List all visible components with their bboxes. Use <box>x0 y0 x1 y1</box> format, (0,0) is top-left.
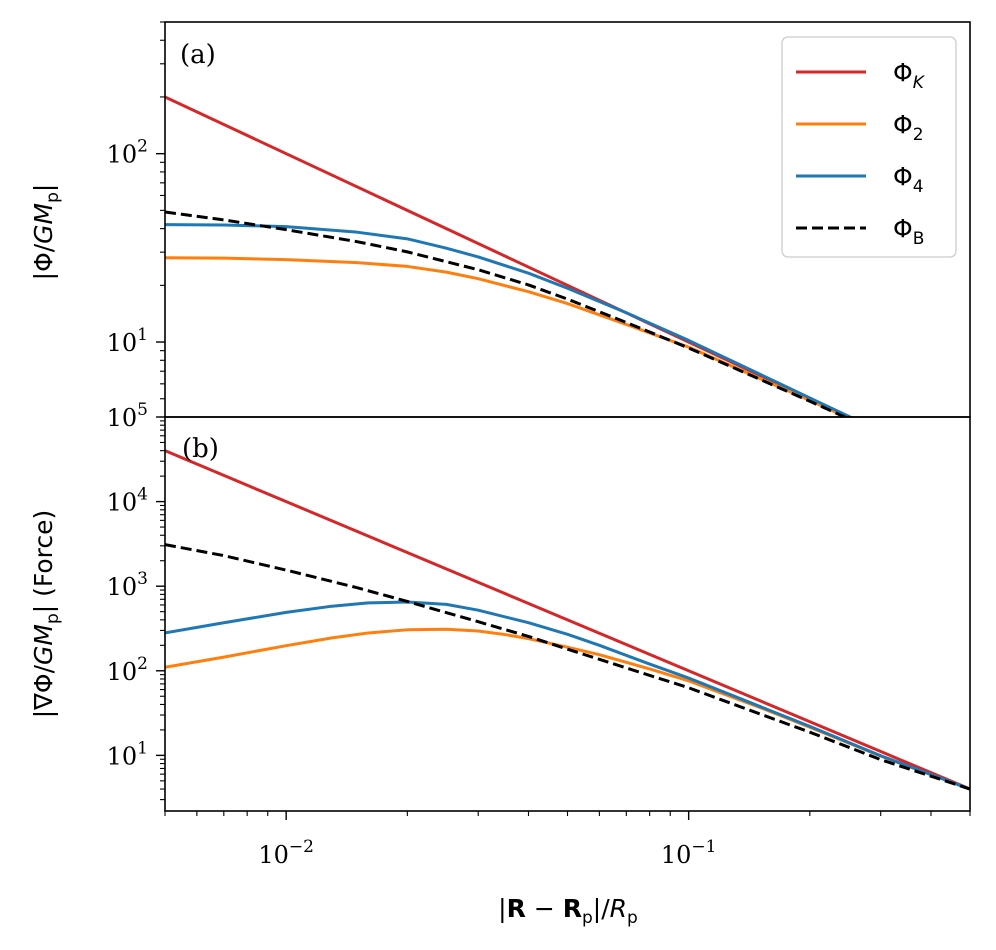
legend-box <box>781 36 957 258</box>
series-line-b-3 <box>165 543 970 791</box>
legend-label-3: ΦB <box>893 214 924 249</box>
panel-b-ticks: 105 104 103 102 101 <box>107 400 165 801</box>
y-tick-label: 105 <box>107 400 148 432</box>
panel-a-ylabel: |Φ/GMp| <box>29 184 63 281</box>
legend-label-1: Φ2 <box>893 110 924 145</box>
panel-b-frame <box>164 416 971 812</box>
panel-a-series <box>165 95 854 417</box>
panel-a-label: (a) <box>180 40 216 70</box>
series-line-a-3 <box>165 210 849 417</box>
y-tick-label: 102 <box>107 654 148 686</box>
y-tick-label: 103 <box>107 569 148 601</box>
x-tick-label: 10−1 <box>661 837 717 869</box>
series-line-b-0 <box>165 449 970 791</box>
series-line-b-2 <box>165 600 970 791</box>
legend-label-0: ΦK <box>893 58 926 93</box>
y-tick-label: 104 <box>107 485 148 517</box>
panel-b-series <box>165 449 970 791</box>
legend-label-2: Φ4 <box>893 162 924 197</box>
panel-a-ticks: 102 101 <box>107 21 165 418</box>
series-line-b-1 <box>165 627 970 791</box>
panel-b: 105 104 103 102 101 (b) |∇Φ/GMp| (Force) <box>29 400 971 812</box>
series-line-a-2 <box>165 223 854 417</box>
legend: ΦK Φ2 Φ4 ΦB <box>781 36 957 258</box>
panel-b-label: (b) <box>182 434 219 464</box>
x-axis-label: |R − Rp|/Rp <box>498 894 638 928</box>
x-tick-label: 10−2 <box>258 837 314 869</box>
y-tick-label: 101 <box>107 738 148 770</box>
series-line-a-1 <box>165 256 850 417</box>
x-axis-ticks: 10−2 10−1 <box>164 811 971 869</box>
panel-b-ylabel: |∇Φ/GMp| (Force) <box>29 510 63 719</box>
y-tick-label: 102 <box>107 137 148 169</box>
panel-a: 102 101 (a) ΦK Φ2 Φ4 ΦB |Φ/GMp| <box>29 21 971 418</box>
y-tick-label: 101 <box>107 325 148 357</box>
